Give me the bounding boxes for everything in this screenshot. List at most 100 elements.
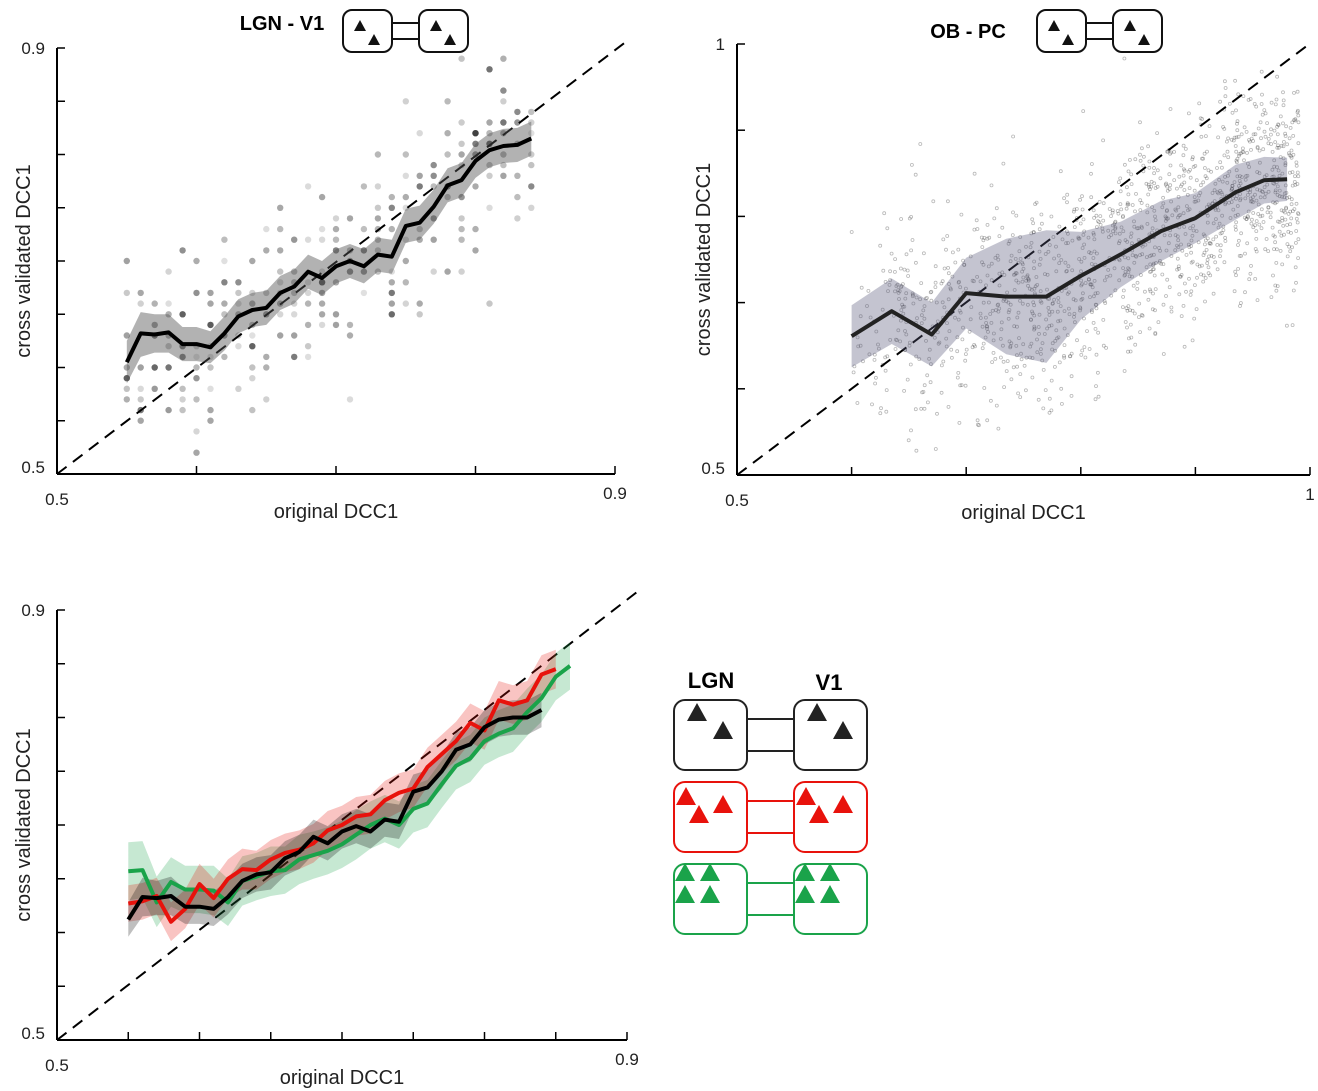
scatter-point (1006, 310, 1011, 315)
scatter-point (458, 225, 465, 233)
scatter-point (1248, 190, 1252, 195)
scatter-point (1257, 171, 1262, 176)
scatter-point (1262, 129, 1267, 134)
scatter-point (1257, 222, 1262, 227)
y-tick-label: 0.9 (21, 39, 45, 58)
scatter-point (993, 255, 998, 260)
scatter-point (1029, 231, 1034, 236)
scatter-point (1065, 229, 1069, 234)
scatter-point (1233, 78, 1237, 83)
scatter-point (902, 304, 907, 309)
scatter-point (291, 332, 298, 339)
scatter-point (1229, 200, 1234, 204)
scatter-point (1259, 69, 1264, 74)
scatter-point (1153, 287, 1158, 292)
scatter-point (1128, 349, 1133, 354)
scatter-point (1173, 207, 1178, 212)
scatter-point (1017, 336, 1021, 341)
scatter-point (1288, 126, 1293, 130)
scatter-point (1149, 179, 1154, 184)
scatter-point (1156, 320, 1161, 325)
scatter-point (1021, 342, 1026, 347)
scatter-point (1260, 190, 1265, 194)
scatter-point (430, 161, 437, 169)
scatter-point (1032, 266, 1036, 271)
scatter-point (1167, 187, 1172, 192)
scatter-point (1294, 201, 1299, 206)
scatter-point (1256, 202, 1261, 207)
scatter-point (1088, 282, 1093, 287)
scatter-point (879, 406, 883, 411)
scatter-point (123, 375, 130, 382)
scatter-point (1025, 273, 1030, 278)
scatter-point (956, 370, 961, 375)
scatter-point (1092, 249, 1097, 254)
scatter-point (1020, 260, 1024, 265)
scatter-point (933, 280, 938, 285)
scatter-point (1173, 248, 1178, 253)
scatter-point (1183, 281, 1187, 286)
scatter-point (346, 268, 354, 275)
scatter-point (964, 352, 968, 357)
scatter-point (884, 388, 889, 393)
scatter-point (1081, 109, 1086, 113)
scatter-point (1014, 343, 1019, 348)
scatter-point (318, 321, 326, 329)
scatter-point (1058, 169, 1063, 174)
scatter-point (179, 247, 186, 254)
scatter-point (980, 324, 985, 329)
scatter-point (1080, 348, 1085, 353)
scatter-point (1218, 188, 1223, 193)
scatter-point (1197, 264, 1202, 269)
scatter-point (1203, 166, 1207, 170)
scatter-point (1138, 198, 1143, 203)
scatter-point (1193, 283, 1197, 288)
scatter-point (1215, 166, 1219, 170)
scatter-point (1079, 259, 1084, 264)
scatter-point (910, 291, 915, 296)
scatter-point (1140, 313, 1145, 318)
scatter-point (1143, 242, 1148, 247)
scatter-point (947, 329, 952, 334)
scatter-point (221, 257, 228, 265)
scatter-point (1020, 262, 1025, 267)
scatter-point (911, 292, 915, 297)
scatter-point (1094, 384, 1098, 389)
scatter-point (1230, 183, 1235, 188)
scatter-point (1109, 214, 1113, 219)
scatter-point (500, 119, 507, 126)
scatter-point (1101, 343, 1106, 348)
scatter-point (922, 383, 927, 388)
scatter-point (318, 300, 326, 307)
scatter-point (374, 268, 382, 275)
scatter-point (1057, 360, 1062, 365)
scatter-point (956, 247, 961, 252)
scatter-point (1165, 149, 1170, 154)
scatter-point (957, 308, 962, 313)
scatter-point (360, 247, 368, 254)
scatter-point (1288, 249, 1293, 254)
scatter-point (1268, 210, 1273, 215)
scatter-point (1092, 278, 1097, 283)
neuron-triangle-icon (833, 721, 853, 739)
scatter-point (1056, 319, 1060, 324)
scatter-point (901, 282, 905, 287)
scatter-point (1037, 312, 1042, 317)
scatter-point (500, 151, 507, 158)
scatter-point (885, 226, 890, 231)
legend-entry (673, 863, 868, 935)
y-tick-label: 0.9 (21, 601, 45, 620)
scatter-point (1012, 324, 1017, 329)
scatter-point (1205, 236, 1210, 241)
scatter-point (1028, 355, 1032, 360)
scatter-point (1080, 194, 1084, 199)
scatter-point (1179, 163, 1184, 168)
scatter-point (1158, 176, 1163, 181)
scatter-point (1161, 352, 1166, 356)
circuit-icon (1036, 9, 1163, 53)
scatter-point (1113, 231, 1118, 236)
scatter-point (1032, 327, 1036, 332)
scatter-point (1008, 259, 1013, 264)
scatter-point (994, 308, 998, 313)
